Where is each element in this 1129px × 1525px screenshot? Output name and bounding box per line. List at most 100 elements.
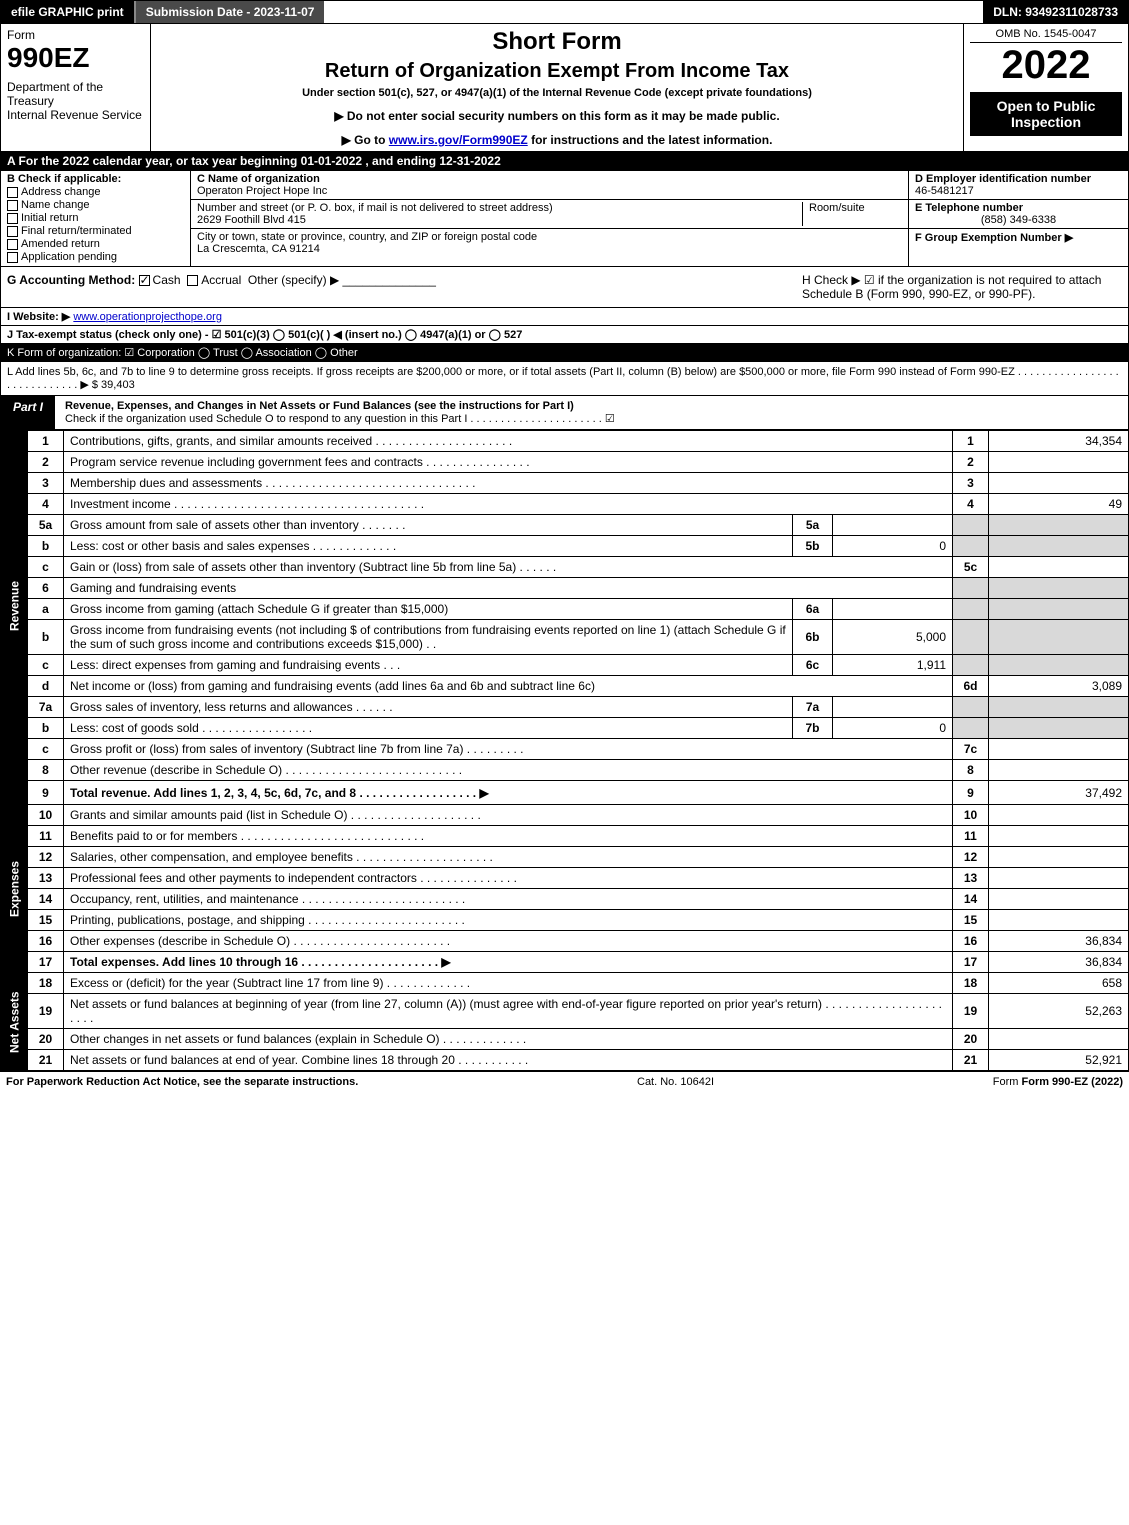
table-row: 5aGross amount from sale of assets other… [1,515,1129,536]
table-row: Net Assets 18Excess or (deficit) for the… [1,973,1129,994]
title-under: Under section 501(c), 527, or 4947(a)(1)… [157,87,957,99]
table-row: 2Program service revenue including gover… [1,452,1129,473]
footer-mid: Cat. No. 10642I [637,1076,714,1088]
table-row: bGross income from fundraising events (n… [1,620,1129,655]
section-b: B Check if applicable: Address change Na… [1,171,191,266]
org-name-row: C Name of organization Operaton Project … [191,171,908,200]
section-b-header: B Check if applicable: [7,173,184,185]
section-j: J Tax-exempt status (check only one) - ☑… [0,326,1129,344]
header-right: OMB No. 1545-0047 2022 Open to Public In… [963,24,1128,151]
tel-label: E Telephone number [915,202,1122,214]
ein-label: D Employer identification number [915,173,1122,185]
topbar: efile GRAPHIC print Submission Date - 20… [0,0,1129,24]
irs-link[interactable]: www.irs.gov/Form990EZ [389,133,528,147]
g-label: G Accounting Method: [7,273,135,287]
submission-date: Submission Date - 2023-11-07 [136,1,325,23]
chk-accrual[interactable] [187,275,198,286]
table-row: Expenses 10Grants and similar amounts pa… [1,805,1129,826]
omb-number: OMB No. 1545-0047 [970,28,1122,43]
side-revenue: Revenue [1,431,28,781]
department: Department of the Treasury Internal Reve… [7,80,144,122]
topbar-spacer [324,1,983,23]
table-row: 19Net assets or fund balances at beginni… [1,994,1129,1029]
goto-post: for instructions and the latest informat… [528,133,773,147]
city-label: City or town, state or province, country… [197,231,902,243]
goto-line: ▶ Go to www.irs.gov/Form990EZ for instru… [157,133,957,147]
chk-final-return[interactable]: Final return/terminated [7,225,184,237]
form-word: Form [7,28,144,42]
header-left: Form 990EZ Department of the Treasury In… [1,24,151,151]
ein-value: 46-5481217 [915,185,1122,197]
table-row: 8Other revenue (describe in Schedule O) … [1,760,1129,781]
chk-address-change[interactable]: Address change [7,186,184,198]
section-gh: G Accounting Method: Cash Accrual Other … [0,267,1129,308]
j-text: J Tax-exempt status (check only one) - ☑… [7,329,522,341]
efile-print-button[interactable]: efile GRAPHIC print [1,1,136,23]
form-number: 990EZ [7,42,144,74]
website-label: I Website: ▶ [7,311,70,323]
room-label: Room/suite [809,202,902,214]
part1-header: Part I Revenue, Expenses, and Changes in… [0,396,1129,430]
chk-initial-return[interactable]: Initial return [7,212,184,224]
footer-right: Form Form 990-EZ (2022) [993,1076,1123,1088]
table-row: cGain or (loss) from sale of assets othe… [1,557,1129,578]
dln: DLN: 93492311028733 [983,1,1128,23]
section-l: L Add lines 5b, 6c, and 7b to line 9 to … [0,362,1129,396]
section-g: G Accounting Method: Cash Accrual Other … [7,273,762,301]
section-h: H Check ▶ ☑ if the organization is not r… [802,273,1122,301]
table-row: 13Professional fees and other payments t… [1,868,1129,889]
form-header: Form 990EZ Department of the Treasury In… [0,24,1129,152]
org-name-label: C Name of organization [197,173,902,185]
chk-name-change[interactable]: Name change [7,199,184,211]
table-row: 3Membership dues and assessments . . . .… [1,473,1129,494]
part1-desc: Revenue, Expenses, and Changes in Net As… [55,396,1128,429]
g-cash: Cash [153,273,181,287]
table-row: 15Printing, publications, postage, and s… [1,910,1129,931]
table-row: aGross income from gaming (attach Schedu… [1,599,1129,620]
website-link[interactable]: www.operationprojecthope.org [73,311,222,323]
table-row: bLess: cost or other basis and sales exp… [1,536,1129,557]
chk-cash[interactable] [139,275,150,286]
table-row: 14Occupancy, rent, utilities, and mainte… [1,889,1129,910]
warning-line: ▶ Do not enter social security numbers o… [157,109,957,123]
addr-value: 2629 Foothill Blvd 415 [197,214,802,226]
table-row: 17Total expenses. Add lines 10 through 1… [1,952,1129,973]
city-row: City or town, state or province, country… [191,229,908,257]
table-row: 11Benefits paid to or for members . . . … [1,826,1129,847]
open-public-badge: Open to Public Inspection [970,92,1122,136]
table-row: 9Total revenue. Add lines 1, 2, 3, 4, 5c… [1,781,1129,805]
ein-row: D Employer identification number 46-5481… [909,171,1128,200]
row-a-period: A For the 2022 calendar year, or tax yea… [0,152,1129,171]
table-row: dNet income or (loss) from gaming and fu… [1,676,1129,697]
tel-row: E Telephone number (858) 349-6338 [909,200,1128,229]
section-k: K Form of organization: ☑ Corporation ◯ … [0,344,1129,362]
group-exemption-label: F Group Exemption Number ▶ [915,231,1122,244]
table-row: cGross profit or (loss) from sales of in… [1,739,1129,760]
page-footer: For Paperwork Reduction Act Notice, see … [0,1071,1129,1092]
table-row: 6Gaming and fundraising events [1,578,1129,599]
chk-application-pending[interactable]: Application pending [7,251,184,263]
tel-value: (858) 349-6338 [915,214,1122,226]
table-row: cLess: direct expenses from gaming and f… [1,655,1129,676]
g-other: Other (specify) ▶ [248,273,339,287]
header-mid: Short Form Return of Organization Exempt… [151,24,963,151]
table-row: 16Other expenses (describe in Schedule O… [1,931,1129,952]
city-value: La Crescemta, CA 91214 [197,243,902,255]
section-i: I Website: ▶ www.operationprojecthope.or… [0,308,1129,326]
side-netassets: Net Assets [1,973,28,1071]
table-row: bLess: cost of goods sold . . . . . . . … [1,718,1129,739]
section-bcdef: B Check if applicable: Address change Na… [0,171,1129,267]
footer-left: For Paperwork Reduction Act Notice, see … [6,1076,358,1088]
section-def: D Employer identification number 46-5481… [908,171,1128,266]
lines-table: Revenue 1Contributions, gifts, grants, a… [0,430,1129,1071]
tax-year: 2022 [970,43,1122,88]
g-accrual: Accrual [201,273,241,287]
table-row: Revenue 1Contributions, gifts, grants, a… [1,431,1129,452]
table-row: 12Salaries, other compensation, and empl… [1,847,1129,868]
title-short-form: Short Form [157,28,957,56]
table-row: 4Investment income . . . . . . . . . . .… [1,494,1129,515]
org-name: Operaton Project Hope Inc [197,185,902,197]
addr-label: Number and street (or P. O. box, if mail… [197,202,802,214]
chk-amended-return[interactable]: Amended return [7,238,184,250]
section-c: C Name of organization Operaton Project … [191,171,908,266]
